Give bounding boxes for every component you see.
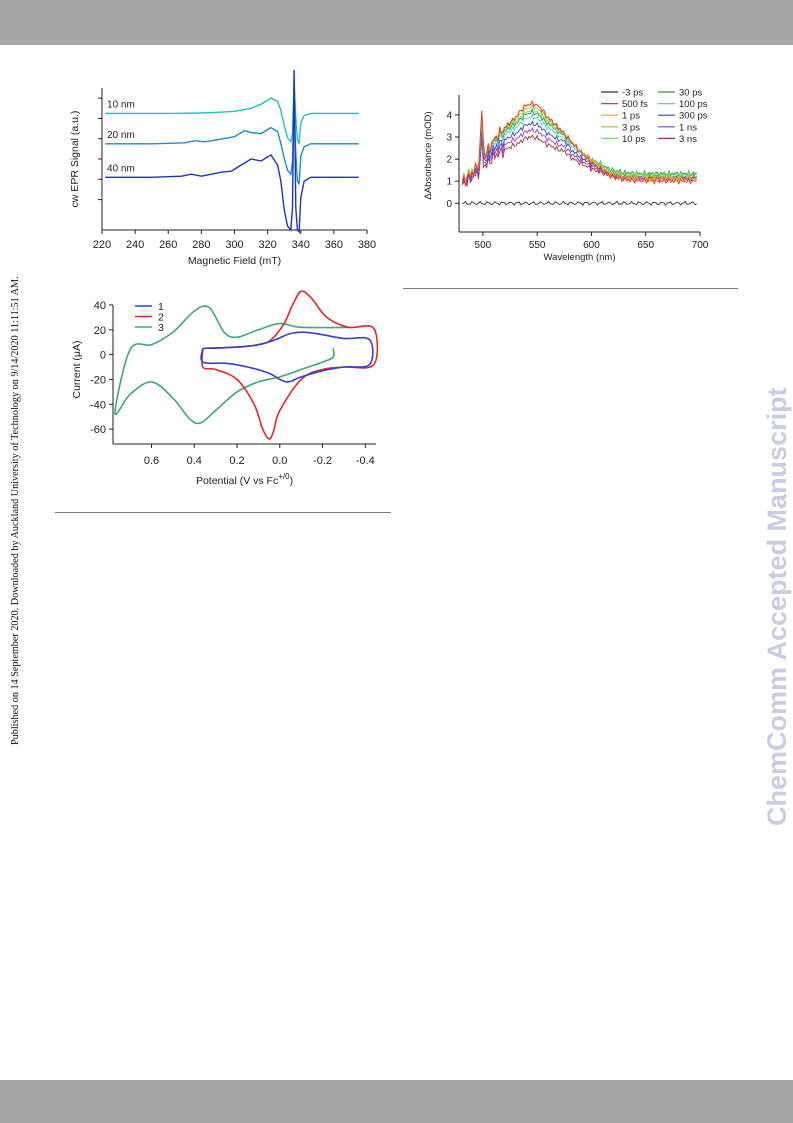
x-tick-label: 0.2 — [229, 455, 244, 467]
x-tick-label: 0.4 — [187, 455, 202, 467]
legend-label: 3 — [158, 322, 164, 334]
x-tick-label: 650 — [637, 240, 654, 251]
cv-trace-1 — [200, 331, 374, 383]
y-tick-label: 40 — [94, 300, 106, 312]
legend-label: -3 ps — [622, 88, 643, 99]
legend-label: 100 ps — [679, 99, 708, 110]
x-tick-label: 280 — [192, 239, 210, 251]
x-tick-label: 360 — [325, 239, 343, 251]
epr-trace-label: 10 nm — [107, 99, 135, 110]
ta-trace — [461, 120, 698, 185]
x-tick-label: 300 — [225, 239, 243, 251]
x-axis-label: Wavelength (nm) — [544, 252, 616, 263]
legend-label: 2 — [158, 312, 164, 324]
epr-trace-10nm — [105, 80, 359, 145]
legend-label: 1 — [158, 301, 164, 313]
x-tick-label: 0.0 — [272, 455, 287, 467]
epr-trace-label: 20 nm — [107, 130, 135, 141]
legend-label: 500 fs — [622, 99, 648, 110]
x-tick-label: 550 — [529, 240, 546, 251]
x-tick-label: 220 — [93, 239, 111, 251]
legend-label: 30 ps — [679, 88, 702, 99]
epr-trace-label: 40 nm — [107, 163, 135, 174]
x-tick-label: 260 — [159, 239, 177, 251]
x-axis-label: Potential (V vs Fc+/0) — [196, 472, 293, 487]
y-tick-label: -20 — [90, 374, 106, 386]
x-tick-label: 700 — [692, 240, 709, 251]
legend-label: 1 ps — [622, 111, 640, 122]
x-tick-label: 0.6 — [144, 455, 159, 467]
x-tick-label: -0.2 — [313, 455, 332, 467]
y-tick-label: -40 — [90, 399, 106, 411]
ta-trace — [462, 200, 697, 206]
ta-trace — [461, 100, 697, 187]
epr-trace-20nm — [105, 103, 359, 185]
x-tick-label: 320 — [258, 239, 276, 251]
legend-label: 1 ns — [679, 122, 697, 133]
legend-label: 300 ps — [679, 111, 708, 122]
x-tick-label: 500 — [475, 240, 492, 251]
y-tick-label: 4 — [446, 110, 452, 121]
bottom-banner — [0, 1080, 793, 1123]
cv-trace-2 — [201, 290, 379, 440]
x-tick-label: 340 — [292, 239, 310, 251]
epr-trace-40nm — [105, 69, 359, 234]
y-tick-label: 1 — [446, 177, 452, 188]
y-tick-label: -60 — [90, 424, 106, 436]
y-axis-label: Current (μA) — [71, 341, 83, 399]
y-tick-label: 0 — [446, 199, 452, 210]
x-tick-label: 240 — [126, 239, 144, 251]
legend-label: 3 ps — [622, 122, 640, 133]
x-axis-label: Magnetic Field (mT) — [188, 255, 281, 267]
y-axis-label: cw EPR Signal (a.u.) — [69, 111, 81, 208]
x-tick-label: -0.4 — [356, 455, 375, 467]
y-tick-label: 20 — [94, 325, 106, 337]
y-tick-label: 2 — [446, 155, 452, 166]
section-divider-left — [55, 512, 391, 513]
top-banner — [0, 0, 793, 45]
section-divider-right — [403, 288, 738, 289]
x-tick-label: 380 — [358, 239, 376, 251]
y-tick-label: 0 — [100, 350, 106, 362]
legend-label: 3 ns — [679, 134, 697, 145]
x-tick-label: 600 — [583, 240, 600, 251]
cv-trace-3 — [114, 305, 351, 425]
y-tick-label: 3 — [446, 132, 452, 143]
y-axis-label: ΔAbsorbance (mOD) — [423, 111, 434, 199]
legend-label: 10 ps — [622, 134, 645, 145]
